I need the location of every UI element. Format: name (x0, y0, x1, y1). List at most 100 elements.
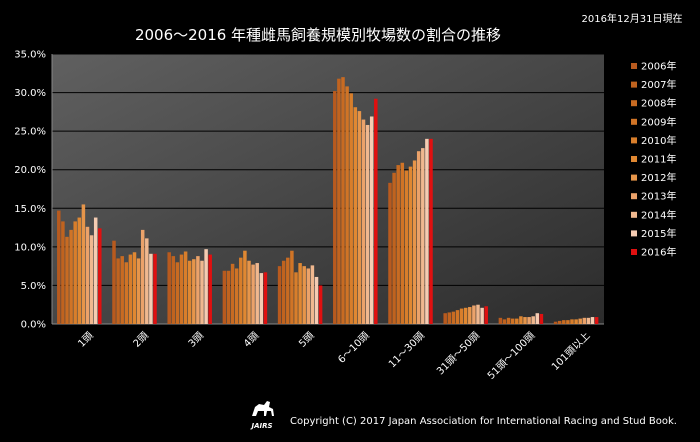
category-label: 11～30頭 (386, 330, 427, 371)
bar (204, 249, 208, 324)
category-label: 3頭 (186, 330, 206, 350)
bar (345, 86, 349, 325)
bar (234, 268, 239, 324)
bar (451, 311, 456, 324)
bar (480, 307, 484, 324)
category-label: 31頭～50頭 (434, 330, 482, 378)
bar (208, 254, 212, 324)
bar (502, 319, 507, 324)
legend-swatch (631, 81, 637, 88)
bar (515, 318, 519, 324)
bar (153, 253, 157, 324)
bar (259, 273, 264, 324)
bar (566, 320, 570, 324)
horse-logo-icon (252, 401, 274, 416)
bar (574, 319, 578, 324)
bar (349, 93, 353, 324)
bar (527, 317, 531, 324)
category-labels: 1頭 2頭 3頭 4頭 5頭 6～10頭 11～30頭 31頭～50頭 51頭～100頭 101頭… (76, 330, 593, 382)
bar (553, 321, 558, 324)
bar (187, 260, 192, 324)
bar (140, 229, 145, 324)
bar (243, 250, 247, 324)
bar (590, 317, 595, 324)
legend-label: 2012年 (641, 171, 676, 184)
legend-swatch (631, 211, 637, 218)
bar (145, 238, 149, 324)
bar (392, 172, 396, 324)
bar (562, 320, 566, 324)
bar (519, 316, 523, 324)
bar (302, 266, 306, 324)
bar (255, 263, 259, 324)
bar (222, 270, 227, 324)
bar (314, 276, 319, 324)
bar (369, 116, 374, 324)
bar (523, 317, 527, 324)
legend-label: 2013年 (641, 190, 676, 203)
bar (531, 316, 535, 324)
bar (476, 304, 480, 324)
legend-label: 2011年 (641, 153, 676, 166)
bar (286, 257, 290, 324)
bar (337, 78, 341, 324)
category-label: 101頭以上 (549, 330, 592, 373)
bar (539, 313, 544, 324)
bar (200, 260, 204, 324)
bar (136, 258, 141, 324)
category-label: 2頭 (131, 330, 151, 350)
y-tick-label: 15.0% (14, 204, 46, 215)
category-label: 1頭 (76, 330, 96, 350)
legend-swatch (631, 193, 637, 200)
bar (175, 262, 180, 324)
bar (416, 151, 421, 324)
date-note: 2016年12月31日現在 (582, 12, 683, 25)
legend-label: 2014年 (641, 208, 676, 221)
bar (81, 204, 86, 324)
y-tick-label: 20.0% (14, 165, 46, 176)
chart-title: 2006～2016 年種雌馬飼養規模別牧場数の割合の推移 (135, 26, 501, 44)
bar (116, 258, 120, 324)
legend-swatch (631, 100, 637, 107)
y-tick-label: 5.0% (21, 281, 46, 292)
category-label: 6～10頭 (336, 330, 372, 366)
bar (290, 250, 294, 324)
bar (98, 228, 102, 324)
bar (333, 91, 337, 325)
bar (388, 182, 392, 324)
category-label: 4頭 (241, 330, 261, 350)
bar (226, 270, 231, 324)
legend-label: 2015年 (641, 227, 676, 240)
bar (557, 320, 562, 324)
bar (341, 77, 345, 325)
bar (263, 272, 268, 324)
bar (535, 313, 540, 324)
legend-label: 2007年 (641, 78, 676, 91)
jairs-logo: JAIRS (249, 401, 274, 430)
bar (230, 263, 235, 324)
bar (425, 138, 429, 324)
bar (429, 138, 433, 324)
bar (57, 210, 61, 324)
bar (112, 240, 116, 324)
legend-swatch (631, 137, 637, 144)
bar (196, 256, 200, 324)
bar (77, 217, 82, 324)
legend-label: 2006年 (641, 60, 676, 73)
bar (586, 317, 591, 324)
bar (594, 317, 599, 324)
bar (93, 217, 98, 324)
bar (374, 98, 378, 324)
bar (247, 260, 251, 324)
bar (132, 252, 137, 324)
bar (570, 319, 574, 324)
copyright-text: Copyright (C) 2017 Japan Association for… (290, 416, 677, 427)
bar (251, 264, 255, 324)
bar (472, 305, 476, 324)
legend-swatch (631, 174, 637, 181)
bar (578, 318, 582, 324)
legend-label: 2008年 (641, 97, 676, 110)
bar (408, 166, 413, 324)
bar (400, 162, 405, 324)
